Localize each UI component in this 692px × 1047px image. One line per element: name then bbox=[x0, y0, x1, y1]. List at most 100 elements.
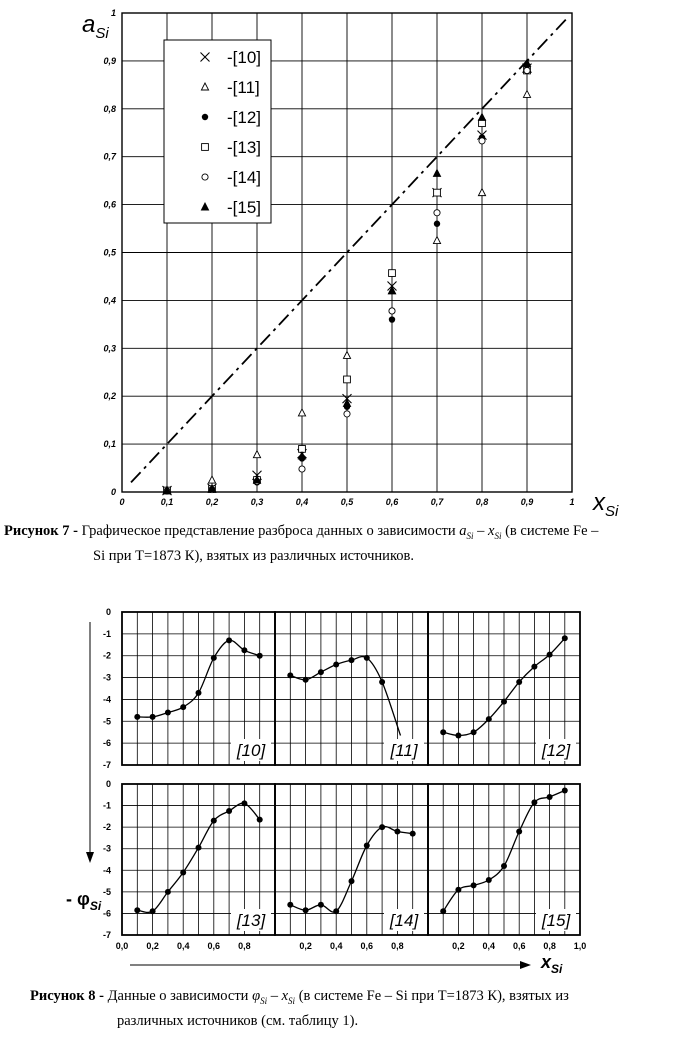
caption-7-formula-dash: – bbox=[473, 523, 489, 539]
fig7-y-tick-label: 0,1 bbox=[103, 439, 116, 449]
figure-7-caption-text-2: (в системе Fe – bbox=[501, 523, 599, 539]
figure-7-caption-text-1: Графическое представление разброса данны… bbox=[81, 523, 456, 539]
fig7-point bbox=[207, 475, 217, 484]
fig8-point bbox=[363, 842, 370, 849]
fig8-panel-grid bbox=[122, 612, 275, 765]
fig8-point bbox=[226, 637, 233, 644]
fig8-panel-grid bbox=[428, 612, 580, 765]
fig8-x-arrow-head bbox=[520, 961, 531, 969]
fig8-point bbox=[501, 862, 507, 869]
fig8-y-axis-label: - φSi bbox=[66, 889, 102, 913]
fig8-point bbox=[348, 878, 355, 885]
figure-8-caption-text-1: Данные о зависимости bbox=[107, 988, 249, 1004]
fig7-legend-box bbox=[163, 39, 272, 224]
fig7-x-tick-label: 1 bbox=[569, 497, 574, 507]
fig8-point bbox=[241, 800, 248, 807]
fig8-point bbox=[195, 689, 202, 696]
fig8-panel-label: [15] bbox=[541, 911, 572, 930]
fig7-legend-marker bbox=[201, 173, 209, 181]
fig8-panel-grid bbox=[428, 784, 580, 935]
fig7-y-axis-label: aSi bbox=[82, 11, 109, 42]
fig7-point bbox=[387, 285, 397, 295]
fig7-point bbox=[477, 187, 487, 197]
fig7-point bbox=[432, 235, 442, 244]
fig8-point bbox=[546, 793, 553, 800]
fig7-point bbox=[297, 407, 307, 417]
fig8-x-tick-label: 0,6 bbox=[361, 941, 374, 951]
fig7-point bbox=[252, 475, 262, 484]
fig7-point bbox=[477, 112, 487, 121]
fig8-point bbox=[531, 799, 538, 806]
fig8-point bbox=[210, 817, 217, 824]
fig8-point bbox=[287, 901, 294, 908]
fig7-point bbox=[342, 350, 352, 359]
caption-8-formula-x: x bbox=[281, 988, 289, 1004]
fig8-panel-2: [11] bbox=[274, 611, 429, 766]
caption-8-formula-sub1: Si bbox=[260, 995, 268, 1006]
fig8-y-tick-label: -4 bbox=[103, 865, 111, 875]
fig8-point bbox=[333, 661, 340, 668]
fig7-point bbox=[342, 398, 352, 407]
fig7-point bbox=[432, 168, 442, 177]
fig7-point bbox=[433, 220, 441, 227]
fig8-panel-3: [12] bbox=[427, 611, 581, 766]
fig8-panel-frame bbox=[427, 611, 581, 766]
fig8-y-tick-label: -3 bbox=[103, 844, 111, 854]
figure-7-caption: Рисунок 7 - Графическое представление ра… bbox=[4, 521, 692, 566]
fig7-y-tick-label: 0,5 bbox=[103, 248, 117, 258]
fig8-panel-label: [10] bbox=[236, 741, 267, 760]
fig8-y-tick-label: -2 bbox=[103, 822, 111, 832]
fig8-y-tick-label: -7 bbox=[103, 760, 111, 770]
fig8-panel-label-bg bbox=[231, 739, 271, 761]
fig7-point bbox=[523, 66, 531, 75]
fig8-point bbox=[516, 828, 523, 835]
fig8-point bbox=[317, 901, 324, 908]
caption-8-formula-phi: φ bbox=[252, 988, 261, 1004]
fig8-point bbox=[363, 654, 370, 661]
fig8-x-tick-label: 0,4 bbox=[177, 941, 190, 951]
fig8-y-tick-label: -6 bbox=[103, 738, 111, 748]
fig8-panel-frame bbox=[427, 783, 581, 936]
fig8-x-tick-label: 0,4 bbox=[330, 941, 343, 951]
fig7-point bbox=[298, 465, 306, 473]
fig7-point bbox=[478, 137, 486, 145]
fig8-point bbox=[348, 657, 355, 664]
fig8-x-tick-label: 0,8 bbox=[543, 941, 556, 951]
fig8-point bbox=[470, 882, 477, 889]
fig8-point bbox=[302, 676, 309, 683]
fig8-point bbox=[149, 908, 156, 915]
fig8-point bbox=[302, 907, 309, 914]
fig8-point bbox=[210, 654, 217, 661]
fig7-legend-label: -[12] bbox=[227, 108, 261, 127]
fig8-point bbox=[485, 876, 492, 883]
fig8-y-tick-label: -2 bbox=[103, 651, 111, 661]
fig8-x-tick-label: 0,6 bbox=[513, 941, 526, 951]
fig7-series-6 bbox=[162, 58, 532, 495]
caption-7-formula-sub1: Si bbox=[466, 530, 474, 541]
fig7-x-tick-label: 0,6 bbox=[386, 497, 400, 507]
fig8-point bbox=[287, 672, 294, 679]
caption-7-formula-a: a bbox=[459, 523, 467, 539]
fig8-x-tick-label: 0,2 bbox=[146, 941, 159, 951]
figure-8-caption-label: Рисунок 8 - bbox=[30, 988, 104, 1004]
fig8-y-tick-label: -4 bbox=[103, 694, 111, 704]
fig8-x-axis-label: xSi bbox=[540, 952, 563, 976]
fig7-point bbox=[388, 316, 396, 323]
fig7-y-tick-label: 0,8 bbox=[103, 104, 116, 114]
fig7-point bbox=[433, 188, 441, 197]
fig8-panel-grid bbox=[275, 612, 428, 765]
fig7-point bbox=[388, 269, 396, 277]
fig8-panel-label-bg bbox=[536, 739, 576, 761]
fig7-x-tick-label: 0,3 bbox=[251, 497, 264, 507]
fig7-reference-line bbox=[130, 17, 569, 484]
fig7-x-axis-label: xSi bbox=[592, 489, 619, 520]
fig7-legend-marker bbox=[201, 143, 209, 151]
fig8-y-tick-label: -5 bbox=[103, 887, 111, 897]
fig8-x-tick-label: 1,0 bbox=[574, 941, 587, 951]
fig8-point bbox=[149, 713, 156, 720]
fig8-panel-label-bg bbox=[231, 909, 271, 931]
fig8-x-tick-label: 0,8 bbox=[238, 941, 251, 951]
fig8-point bbox=[164, 709, 171, 716]
fig8-x-tick-label: 0,2 bbox=[452, 941, 465, 951]
fig7-point bbox=[522, 58, 532, 67]
